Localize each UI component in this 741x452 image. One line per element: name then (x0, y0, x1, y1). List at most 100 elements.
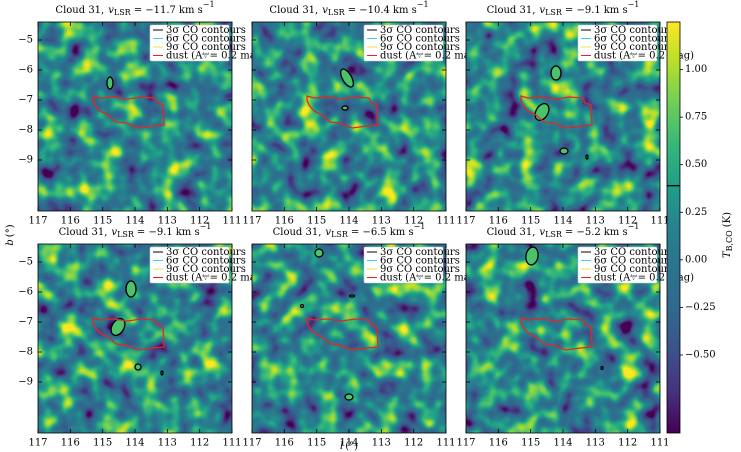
legend-label: 9σ CO contours (594, 264, 674, 275)
cbar-unit: (K) (722, 212, 733, 227)
x-label-unit: (°) (345, 441, 358, 452)
legend-box (577, 24, 658, 62)
x-tick-label: 115 (521, 438, 540, 449)
co-contour (559, 147, 569, 155)
co-contour (585, 154, 589, 160)
co-contour (600, 365, 604, 371)
title-unit: km s (176, 227, 200, 238)
x-tick-label: 115 (93, 216, 112, 227)
co-contour (314, 248, 324, 258)
legend-label: 9σ CO contours (166, 264, 246, 275)
contours (520, 246, 604, 371)
x-tick-label: 113 (586, 438, 605, 449)
legend-label: 6σ CO contours (594, 255, 674, 266)
x-tick-label: 116 (61, 216, 80, 227)
legend-label: dust (Adust V = 0.2 mag) (380, 50, 480, 61)
legend-sup: dust (630, 52, 638, 56)
co-contour (125, 280, 137, 298)
legend-text: 6σ CO contours (594, 33, 674, 44)
co-contour (106, 76, 114, 90)
x-tick-label: 115 (307, 216, 326, 227)
title-sup: −1 (628, 0, 640, 9)
legend-label: 6σ CO contours (594, 33, 674, 44)
legend-label: 9σ CO contours (166, 42, 246, 53)
x-tick-label: 112 (190, 216, 209, 227)
legend-text: 6σ CO contours (594, 255, 674, 266)
x-tick-label: 113 (372, 216, 391, 227)
co-contour (110, 317, 126, 337)
title-symbol: v (539, 5, 545, 16)
legend-text: dust (A (594, 272, 631, 283)
colorbar-tick-label: −0.25 (685, 302, 716, 313)
x-tick-label: 111 (222, 438, 241, 449)
dust-contour (306, 317, 379, 351)
contours (92, 76, 165, 129)
panel-title: Cloud 31, vLSR = −6.5 km s−1 (273, 222, 426, 239)
legend-label: 6σ CO contours (166, 33, 246, 44)
x-tick-label: 114 (553, 438, 572, 449)
legend-label: dust (Adust V = 0.2 mag) (594, 50, 694, 61)
cbar-symbol: T (722, 250, 733, 258)
x-tick-label: 111 (436, 438, 455, 449)
title-unit: km s (390, 227, 414, 238)
x-tick-label: 117 (28, 216, 47, 227)
title-name: Cloud 31, (55, 5, 104, 16)
title-value: = −11.7 (134, 5, 176, 16)
legend-text: 9σ CO contours (380, 42, 460, 53)
y-tick-label: −7 (18, 317, 33, 328)
dust-contour (520, 317, 593, 351)
co-contour (344, 393, 354, 401)
title-value: = −6.5 (351, 227, 387, 238)
title-sub: LSR (117, 230, 135, 239)
title-unit: km s (604, 5, 628, 16)
x-tick-label: 116 (275, 438, 294, 449)
x-tick-label: 116 (61, 438, 80, 449)
co-contour (299, 303, 305, 309)
title-sup: −1 (203, 0, 215, 9)
x-tick-label: 115 (307, 438, 326, 449)
legend-label: 6σ CO contours (166, 255, 246, 266)
title-unit: km s (604, 227, 628, 238)
legend-text: 9σ CO contours (166, 264, 246, 275)
legend-sup: dust (202, 274, 210, 278)
legend-label: dust (Adust V = 0.2 mag) (166, 272, 266, 283)
contours (92, 280, 165, 376)
legend-text: dust (A (380, 50, 417, 61)
x-tick-label: 114 (339, 438, 358, 449)
contours (299, 248, 379, 401)
legend-box (149, 24, 230, 62)
cbar-sub: B,CO (725, 230, 734, 252)
x-tick-label: 112 (404, 216, 423, 227)
title-value: = −10.4 (348, 5, 390, 16)
colorbar-tick-label: 0.25 (685, 207, 707, 218)
y-axis-label: b (°) (5, 224, 16, 245)
legend-rest: = 0.2 mag) (424, 50, 480, 61)
x-tick-label: 111 (650, 216, 669, 227)
title-symbol: v (111, 227, 117, 238)
legend-text: 3σ CO contours (594, 25, 674, 36)
legend-label: 3σ CO contours (380, 247, 460, 258)
x-tick-label: 114 (553, 216, 572, 227)
legend-sup: dust (416, 52, 424, 56)
title-sub: LSR (331, 230, 349, 239)
x-tick-label: 116 (489, 438, 508, 449)
legend-sup: dust (416, 274, 424, 278)
legend-text: dust (A (380, 272, 417, 283)
panel-title: Cloud 31, vLSR = −11.7 km s−1 (55, 0, 214, 17)
co-contour (341, 105, 349, 111)
legend-text: 3σ CO contours (380, 25, 460, 36)
x-tick-label: 111 (650, 438, 669, 449)
x-tick-label: 113 (586, 216, 605, 227)
legend-text: 6σ CO contours (166, 255, 246, 266)
x-tick-label: 112 (404, 438, 423, 449)
y-label-unit: (°) (5, 224, 16, 237)
title-unit: km s (393, 5, 417, 16)
legend-text: dust (A (166, 272, 203, 283)
x-tick-label: 112 (618, 216, 637, 227)
legend-label: 3σ CO contours (166, 25, 246, 36)
legend-label: 9σ CO contours (380, 42, 460, 53)
x-tick-label: 113 (158, 438, 177, 449)
x-tick-label: 114 (125, 438, 144, 449)
contours (520, 65, 593, 160)
